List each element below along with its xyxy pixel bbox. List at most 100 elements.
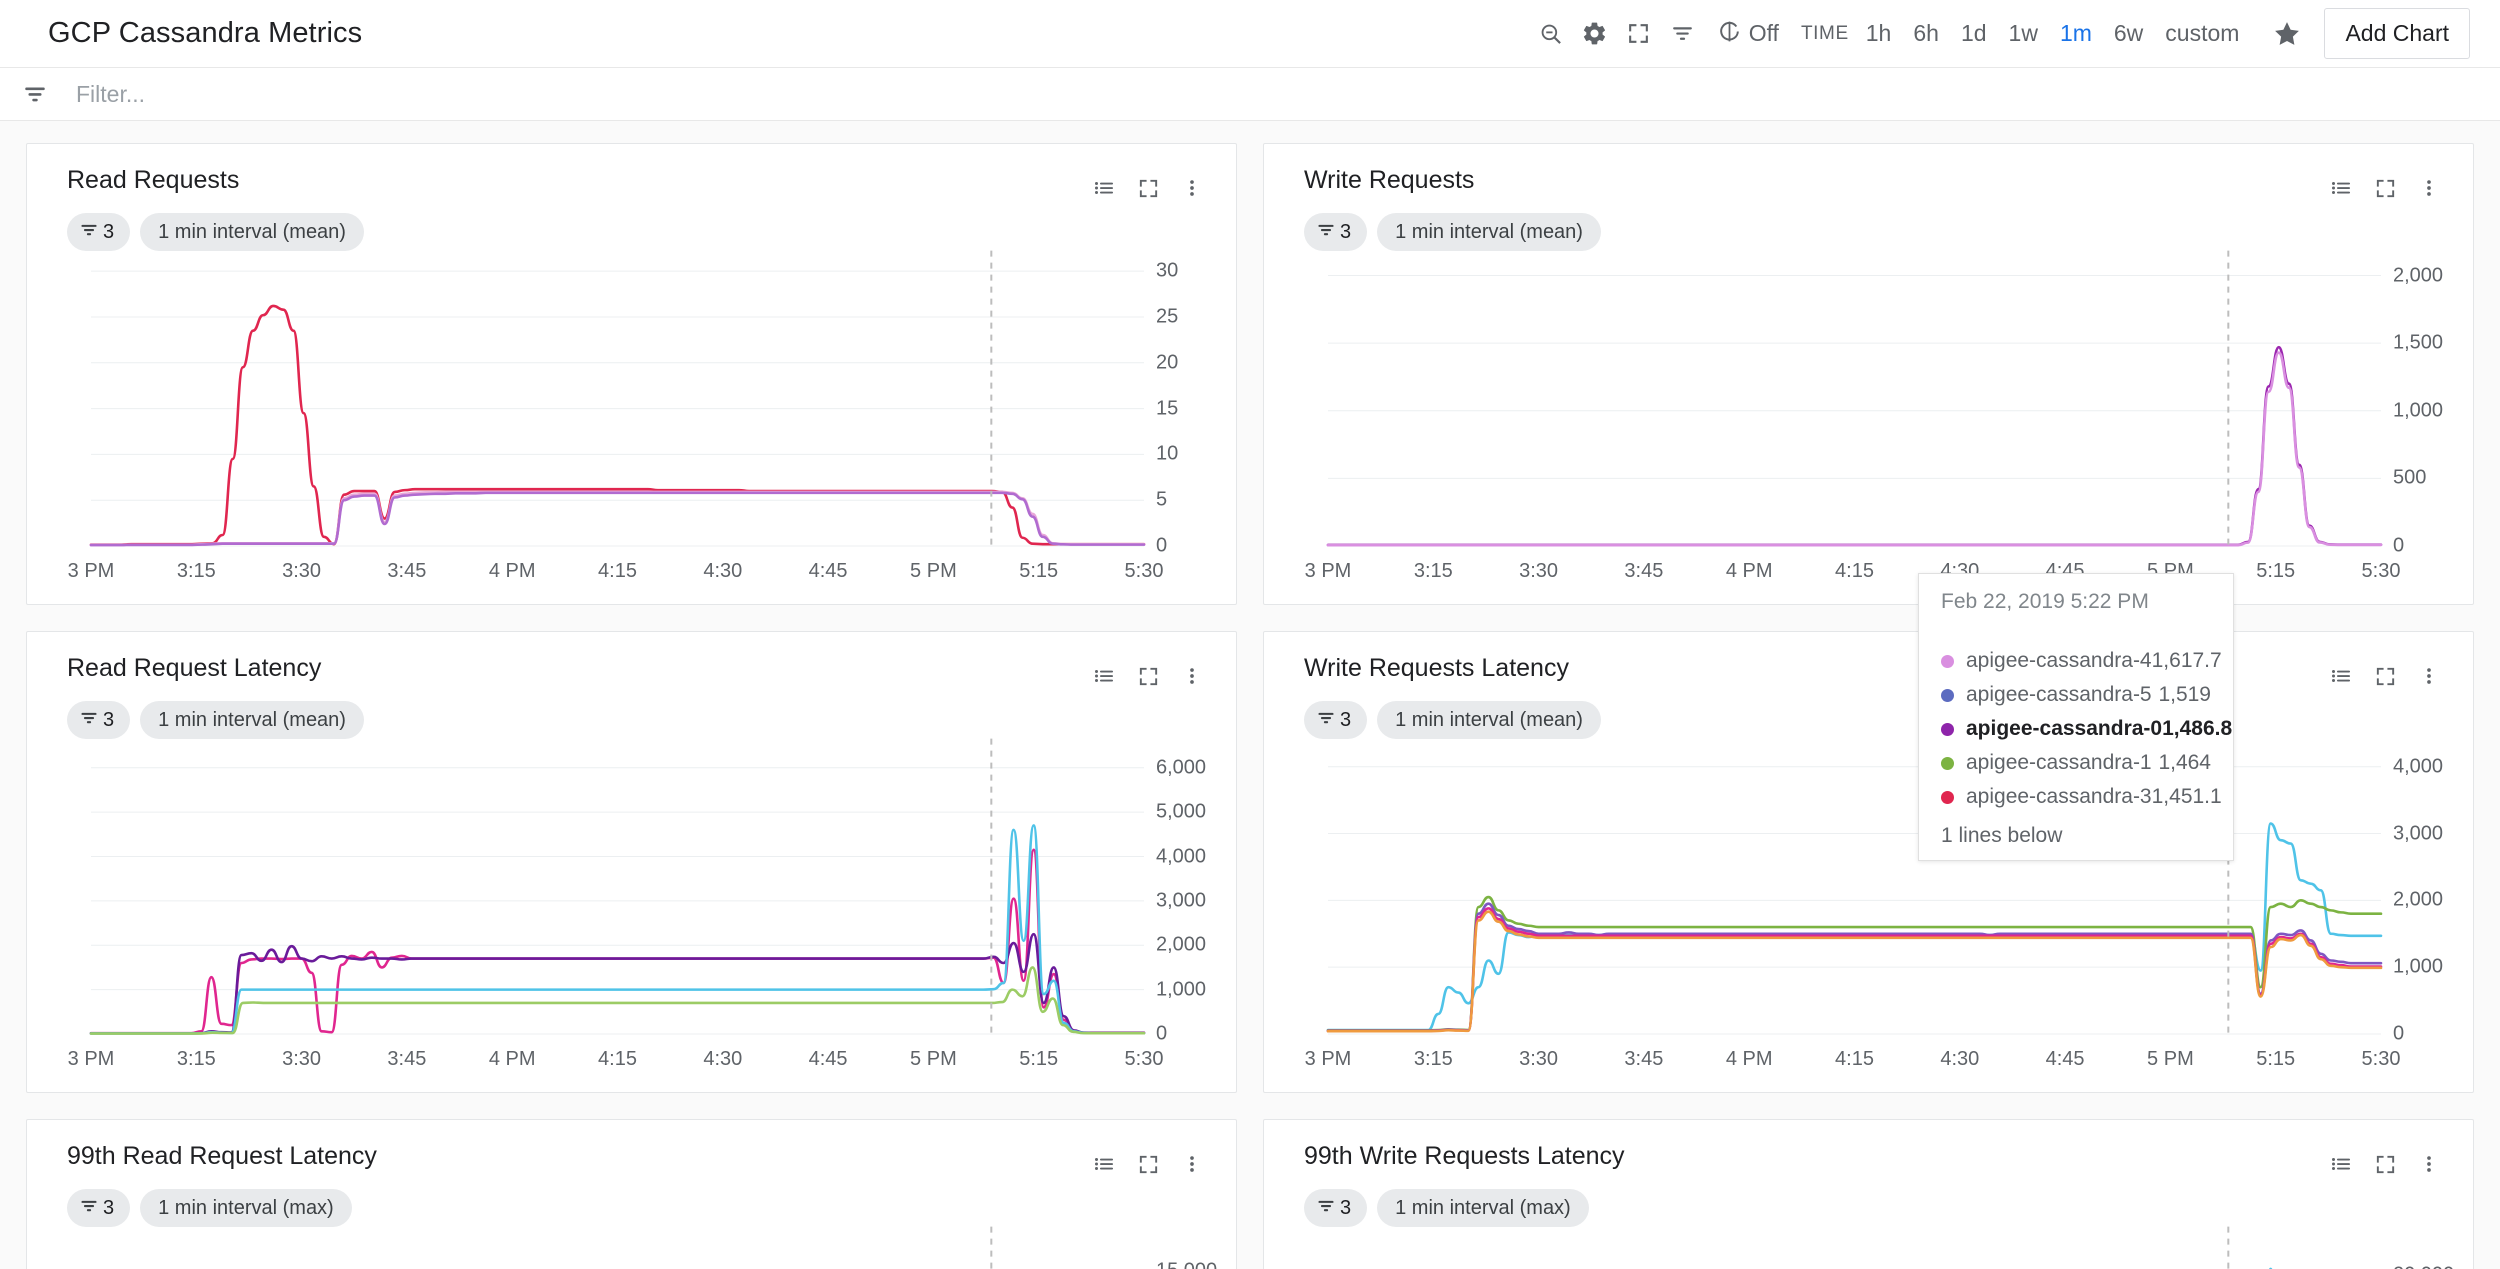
interval-chip[interactable]: 1 min interval (mean)	[140, 213, 364, 251]
more-vert-icon[interactable]	[1172, 656, 1212, 696]
expand-icon[interactable]	[1128, 168, 1168, 208]
x-axis-tick-label: 4:45	[808, 560, 848, 582]
card-chips: 3 1 min interval (mean)	[1304, 701, 2321, 739]
card-actions	[2321, 656, 2449, 696]
x-axis-tick-label: 5:15	[2256, 560, 2296, 582]
x-axis-tick-label: 3:15	[176, 1048, 216, 1070]
y-axis-tick-label: 5	[1156, 488, 1168, 511]
y-axis-labels: 20,000	[2385, 1238, 2473, 1269]
series-line	[1328, 897, 2381, 1030]
x-axis-tick-label: 5:15	[1019, 560, 1059, 582]
more-vert-icon[interactable]	[2409, 1144, 2449, 1184]
filter-count-label: 3	[1340, 220, 1352, 243]
filter-icon	[1316, 219, 1336, 245]
expand-icon[interactable]	[1128, 656, 1168, 696]
x-axis-labels: 3 PM 3:15 3:30 3:45 4 PM 4:15 4:30 4:45 5 PM 5:15…	[68, 1048, 1164, 1074]
filter-count-chip[interactable]: 3	[67, 1189, 131, 1227]
plot-area[interactable]: 0 1,000 2,000 3,000 4,000 5,000 6,000 3 PM 3:15…	[27, 750, 1236, 1092]
filter-count-chip[interactable]: 3	[1304, 1189, 1368, 1227]
card-header: Write Requests Latency 3 1 min interval …	[1264, 632, 2473, 739]
expand-icon[interactable]	[1128, 1144, 1168, 1184]
plot-area[interactable]: 15,000	[27, 1238, 1236, 1269]
y-axis-tick-label: 0	[2393, 1022, 2405, 1045]
filter-count-chip[interactable]: 3	[1304, 213, 1368, 251]
more-vert-icon[interactable]	[1172, 1144, 1212, 1184]
tooltip-rows: apigee-cassandra-4 1,617.7 apigee-cassandr…	[1919, 644, 2233, 814]
chart-svg-5	[1328, 1238, 2381, 1269]
series-name: apigee-cassandra-0	[1966, 717, 2163, 740]
plot-area[interactable]: 0 500 1,000 1,500 2,000 3 PM 3:15 3:30 3:45 4 PM…	[1264, 262, 2473, 604]
card-title: 99th Read Request Latency	[67, 1142, 377, 1170]
filter-icon[interactable]	[12, 71, 58, 117]
series-line	[1328, 904, 2381, 1031]
x-axis-tick-label: 3:15	[1413, 1048, 1453, 1070]
legend-list-icon[interactable]	[1084, 1144, 1124, 1184]
range-1d[interactable]: 1d	[1960, 20, 1987, 46]
y-axis-tick-label: 2,000	[2393, 264, 2444, 287]
tooltip-row: apigee-cassandra-0 1,486.8	[1919, 712, 2233, 746]
x-axis-tick-label: 3 PM	[67, 1048, 115, 1070]
interval-chip[interactable]: 1 min interval (max)	[140, 1189, 352, 1227]
legend-list-icon[interactable]	[1084, 656, 1124, 696]
range-1w[interactable]: 1w	[2008, 20, 2038, 46]
more-vert-icon[interactable]	[1172, 168, 1212, 208]
y-axis-tick-label: 10	[1156, 442, 1179, 465]
refresh-state-label: Off	[1748, 20, 1779, 46]
plot-area[interactable]: 20,000	[1264, 1238, 2473, 1269]
filter-icon	[79, 219, 99, 245]
plot-canvas	[1328, 1238, 2381, 1269]
plot-canvas	[91, 750, 1144, 1034]
range-6w[interactable]: 6w	[2113, 20, 2144, 46]
interval-chip[interactable]: 1 min interval (mean)	[1377, 213, 1601, 251]
x-axis-tick-label: 4:15	[598, 560, 637, 582]
x-axis-tick-label: 4:15	[1835, 560, 1874, 582]
interval-chip[interactable]: 1 min interval (max)	[1377, 1189, 1589, 1227]
x-axis-tick-label: 5:30	[2361, 1048, 2401, 1070]
interval-chip[interactable]: 1 min interval (mean)	[140, 701, 364, 739]
search-icon[interactable]	[1529, 12, 1573, 56]
expand-icon[interactable]	[2365, 656, 2405, 696]
filter-bar	[0, 68, 2500, 121]
tooltip-row: apigee-cassandra-1 1,464	[1919, 746, 2233, 780]
star-icon[interactable]	[2264, 11, 2310, 57]
y-axis-labels: 0 500 1,000 1,500 2,000	[2385, 262, 2473, 556]
chart-svg-3	[1328, 750, 2381, 1034]
add-chart-button[interactable]: Add Chart	[2324, 8, 2470, 59]
filter-icon[interactable]	[1661, 12, 1705, 56]
filter-count-chip[interactable]: 3	[67, 701, 131, 739]
more-vert-icon[interactable]	[2409, 656, 2449, 696]
more-vert-icon[interactable]	[2409, 168, 2449, 208]
chart-svg-0	[91, 262, 1144, 546]
fullscreen-icon[interactable]	[1617, 12, 1661, 56]
range-custom[interactable]: custom	[2165, 20, 2240, 46]
expand-icon[interactable]	[2365, 168, 2405, 208]
chart-svg-1	[1328, 262, 2381, 546]
range-1h[interactable]: 1h	[1865, 20, 1892, 46]
legend-list-icon[interactable]	[2321, 1144, 2361, 1184]
card-chips: 3 1 min interval (max)	[67, 1189, 1084, 1227]
filter-icon	[1316, 1195, 1336, 1221]
card-actions	[2321, 168, 2449, 208]
interval-chip[interactable]: 1 min interval (mean)	[1377, 701, 1601, 739]
filter-count-chip[interactable]: 3	[1304, 701, 1368, 739]
filter-input[interactable]	[74, 79, 674, 109]
auto-refresh-toggle[interactable]: Off	[1717, 19, 1779, 49]
expand-icon[interactable]	[2365, 1144, 2405, 1184]
x-axis-tick-label: 3:15	[1413, 560, 1453, 582]
gear-icon[interactable]	[1573, 12, 1617, 56]
series-line	[91, 934, 1144, 1033]
x-axis-tick-label: 3:45	[1624, 560, 1664, 582]
legend-list-icon[interactable]	[1084, 168, 1124, 208]
x-axis-tick-label: 5 PM	[910, 560, 957, 582]
range-6h[interactable]: 6h	[1913, 20, 1939, 46]
y-axis-labels: 0 1,000 2,000 3,000 4,000	[2385, 750, 2473, 1044]
plot-area[interactable]: 0 1,000 2,000 3,000 4,000 3 PM 3:15 3:30 3:45 4 …	[1264, 750, 2473, 1092]
plot-area[interactable]: 0 5 10 15 20 25 30 3 PM 3:15 3:30 3:45 4 PM 4:15 4:3…	[27, 262, 1236, 604]
card-title: 99th Write Requests Latency	[1304, 1142, 1625, 1170]
legend-list-icon[interactable]	[2321, 656, 2361, 696]
filter-count-chip[interactable]: 3	[67, 213, 131, 251]
y-axis-tick-label: 15	[1156, 397, 1179, 420]
range-1m[interactable]: 1m	[2059, 20, 2092, 46]
y-axis-tick-label: 20	[1156, 351, 1179, 374]
legend-list-icon[interactable]	[2321, 168, 2361, 208]
